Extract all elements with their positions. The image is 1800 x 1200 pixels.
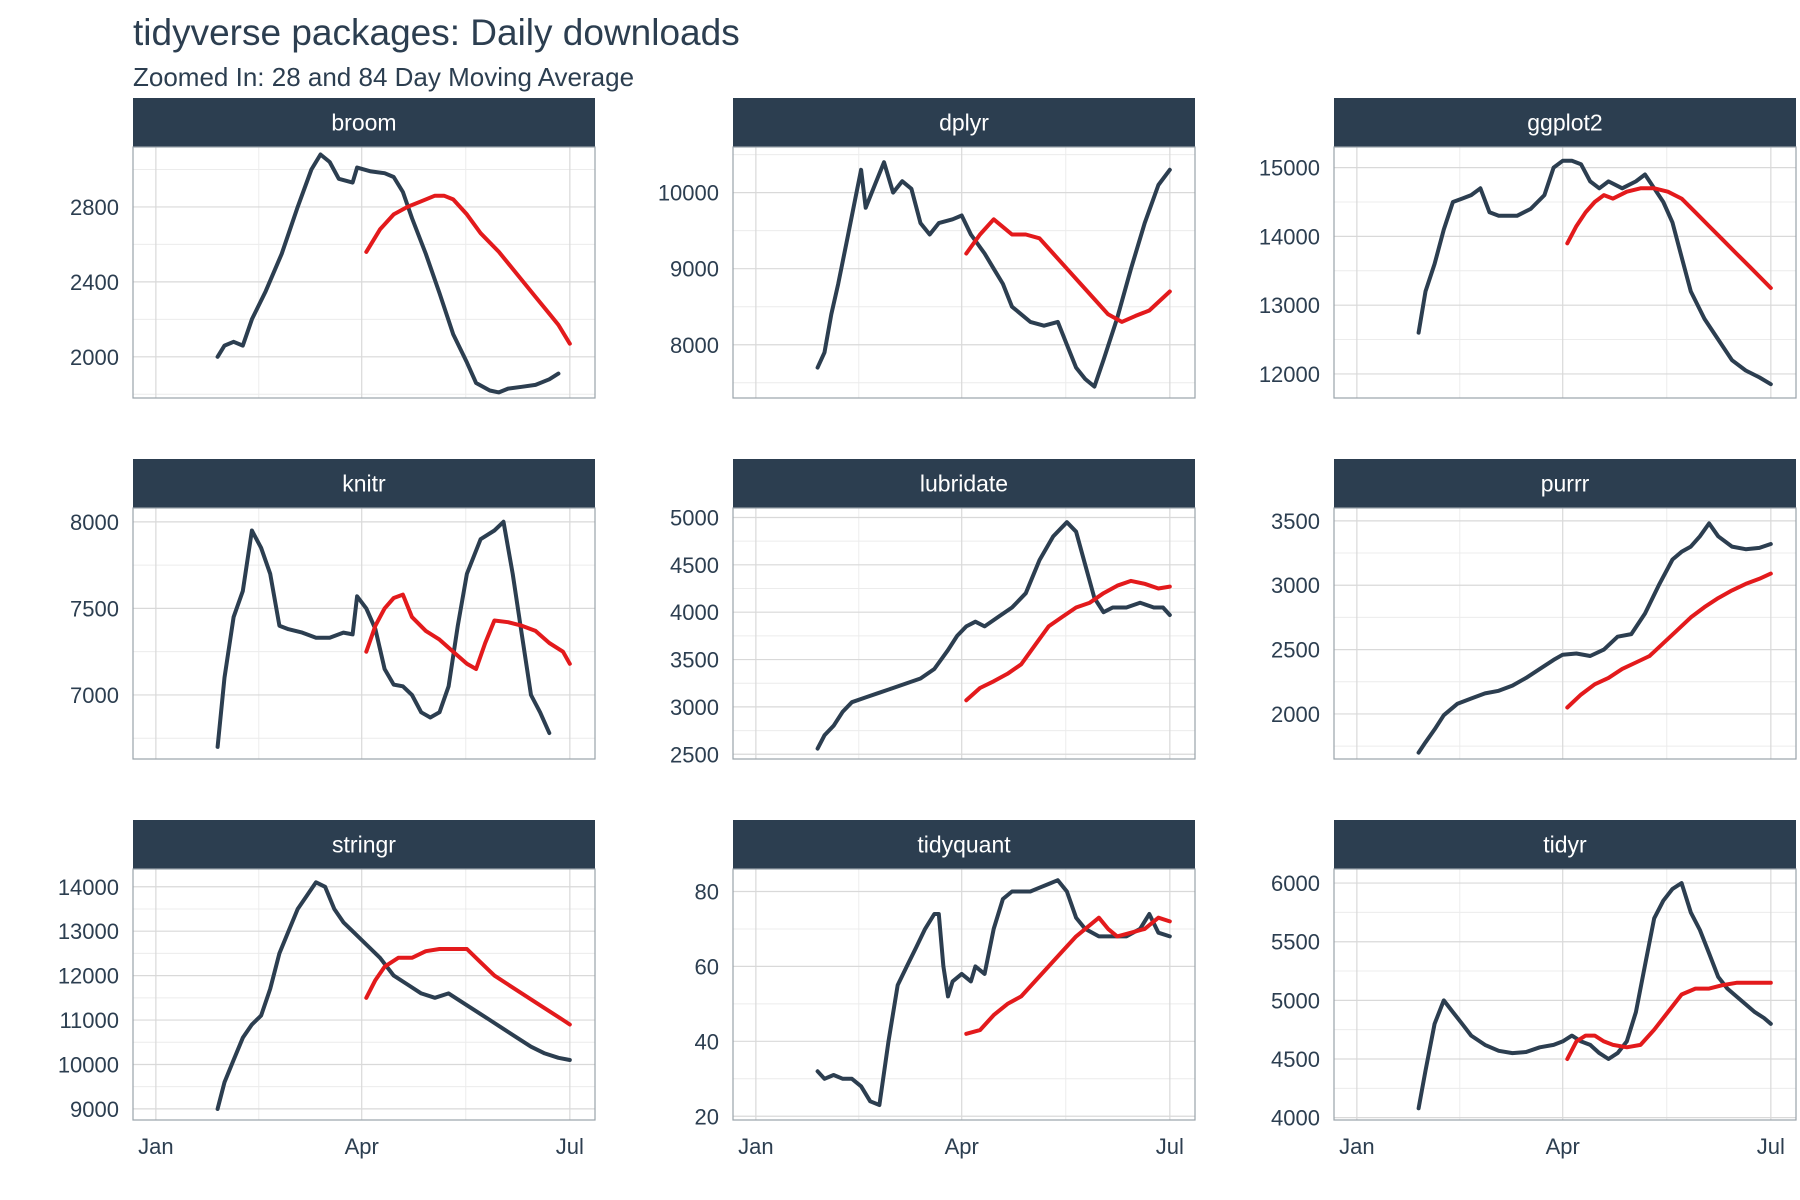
knitr-ma84-line bbox=[364, 592, 572, 671]
x-tick-label: Jan bbox=[138, 1134, 173, 1159]
y-tick-label: 4000 bbox=[670, 600, 719, 625]
y-tick-label: 2400 bbox=[70, 270, 119, 295]
y-tick-label: 9000 bbox=[70, 1097, 119, 1122]
x-tick-label: Jul bbox=[556, 1134, 584, 1159]
facet-strip-lubridate bbox=[733, 459, 1195, 508]
y-tick-label: 80 bbox=[695, 879, 719, 904]
y-tick-label: 6000 bbox=[1271, 871, 1320, 896]
y-tick-label: 14000 bbox=[1259, 224, 1320, 249]
tidyquant-ma28-line bbox=[815, 878, 1172, 1107]
panel-border-ggplot2 bbox=[1333, 146, 1797, 399]
facet-label-tidyquant: tidyquant bbox=[917, 832, 1011, 858]
y-tick-label: 15000 bbox=[1259, 156, 1320, 181]
facet-label-lubridate: lubridate bbox=[920, 471, 1008, 497]
facet-label-ggplot2: ggplot2 bbox=[1527, 110, 1602, 136]
y-tick-label: 7000 bbox=[70, 683, 119, 708]
facet-strip-ggplot2 bbox=[1334, 98, 1796, 147]
y-tick-label: 2500 bbox=[670, 742, 719, 767]
stringr-ma84-line bbox=[364, 947, 572, 1027]
chart-subtitle: Zoomed In: 28 and 84 Day Moving Average bbox=[133, 62, 635, 92]
lubridate-ma84-line bbox=[964, 578, 1172, 703]
panel-border-knitr bbox=[132, 507, 596, 760]
facet-strip-dplyr bbox=[733, 98, 1195, 147]
facet-label-stringr: stringr bbox=[332, 832, 396, 858]
facet-label-knitr: knitr bbox=[342, 471, 386, 497]
y-tick-label: 9000 bbox=[670, 257, 719, 282]
y-tick-label: 8000 bbox=[670, 333, 719, 358]
y-tick-label: 12000 bbox=[58, 964, 119, 989]
y-tick-label: 2500 bbox=[1271, 638, 1320, 663]
facet-strip-broom bbox=[133, 98, 595, 147]
y-tick-label: 5000 bbox=[1271, 988, 1320, 1013]
facet-strip-stringr bbox=[133, 820, 595, 869]
panel-border-broom bbox=[132, 146, 596, 399]
x-tick-label: Apr bbox=[945, 1134, 979, 1159]
ggplot2-ma28-line bbox=[1416, 158, 1773, 387]
y-tick-label: 4000 bbox=[1271, 1106, 1320, 1131]
panel-border-tidyr bbox=[1333, 868, 1797, 1121]
y-tick-label: 2800 bbox=[70, 195, 119, 220]
panel-border-stringr bbox=[132, 868, 596, 1121]
lubridate-ma28-line bbox=[815, 520, 1172, 751]
y-tick-label: 8000 bbox=[70, 510, 119, 535]
panel-border-tidyquant bbox=[732, 868, 1196, 1121]
y-tick-label: 7500 bbox=[70, 596, 119, 621]
y-tick-label: 12000 bbox=[1259, 362, 1320, 387]
purrr-ma28-line bbox=[1416, 521, 1773, 755]
panel-border-lubridate bbox=[732, 507, 1196, 760]
x-tick-label: Apr bbox=[345, 1134, 379, 1159]
y-tick-label: 3500 bbox=[1271, 509, 1320, 534]
y-tick-label: 5500 bbox=[1271, 930, 1320, 955]
y-tick-label: 2000 bbox=[70, 345, 119, 370]
chart-title: tidyverse packages: Daily downloads bbox=[133, 12, 740, 53]
y-tick-label: 2000 bbox=[1271, 702, 1320, 727]
facet-label-purrr: purrr bbox=[1541, 471, 1590, 497]
tidyquant-ma84-line bbox=[964, 915, 1172, 1036]
y-tick-label: 40 bbox=[695, 1029, 719, 1054]
facet-label-broom: broom bbox=[331, 110, 396, 136]
x-tick-label: Apr bbox=[1546, 1134, 1580, 1159]
y-tick-label: 13000 bbox=[1259, 293, 1320, 318]
y-tick-label: 5000 bbox=[670, 505, 719, 530]
y-tick-label: 3000 bbox=[670, 695, 719, 720]
y-tick-label: 10000 bbox=[658, 181, 719, 206]
broom-ma84-line bbox=[364, 193, 572, 346]
y-tick-label: 14000 bbox=[58, 875, 119, 900]
knitr-ma28-line bbox=[215, 519, 552, 749]
panel-border-purrr bbox=[1333, 507, 1797, 760]
x-tick-label: Jul bbox=[1757, 1134, 1785, 1159]
facet-strip-purrr bbox=[1334, 459, 1796, 508]
dplyr-ma84-line bbox=[964, 217, 1172, 324]
y-tick-label: 11000 bbox=[59, 1008, 119, 1033]
dplyr-ma28-line bbox=[815, 160, 1172, 389]
facet-strip-tidyr bbox=[1334, 820, 1796, 869]
x-tick-label: Jan bbox=[738, 1134, 773, 1159]
x-tick-label: Jan bbox=[1339, 1134, 1374, 1159]
broom-ma28-line bbox=[215, 152, 561, 395]
stringr-ma28-line bbox=[215, 880, 572, 1111]
facet-label-tidyr: tidyr bbox=[1543, 832, 1587, 858]
facet-label-dplyr: dplyr bbox=[939, 110, 989, 136]
panel-border-dplyr bbox=[732, 146, 1196, 399]
y-tick-label: 3000 bbox=[1271, 573, 1320, 598]
x-tick-label: Jul bbox=[1156, 1134, 1184, 1159]
facet-strip-knitr bbox=[133, 459, 595, 508]
y-tick-label: 4500 bbox=[670, 553, 719, 578]
y-tick-label: 4500 bbox=[1271, 1047, 1320, 1072]
y-tick-label: 10000 bbox=[58, 1052, 119, 1077]
facet-strip-tidyquant bbox=[733, 820, 1195, 869]
y-tick-label: 13000 bbox=[58, 919, 119, 944]
ggplot2-ma84-line bbox=[1565, 186, 1773, 290]
y-tick-label: 20 bbox=[695, 1104, 719, 1129]
purrr-ma84-line bbox=[1565, 571, 1773, 710]
y-tick-label: 3500 bbox=[670, 648, 719, 673]
tidyr-ma28-line bbox=[1416, 881, 1773, 1111]
tidyr-ma84-line bbox=[1565, 980, 1773, 1061]
y-tick-label: 60 bbox=[695, 954, 719, 979]
